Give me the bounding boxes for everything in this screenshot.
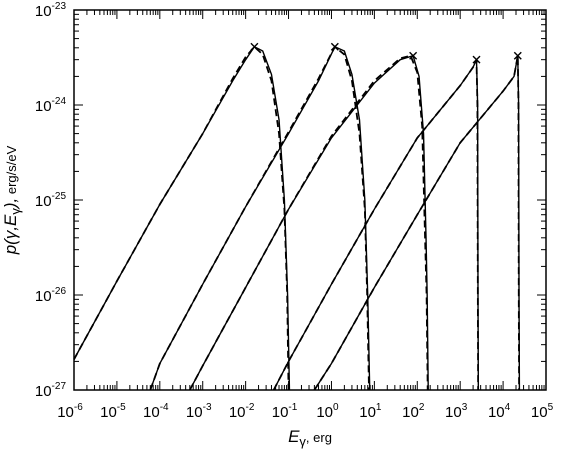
curve-solid-1	[73, 45, 291, 391]
x-tick-label: 10-5	[100, 402, 126, 421]
y-axis-title: p(γ,Eγ), erg/s/eV	[1, 145, 23, 255]
plot-frame	[73, 9, 547, 391]
y-tick-label: 10-25	[35, 191, 67, 210]
curve-solid-4	[273, 59, 480, 391]
y-tick-label: 10-26	[35, 286, 67, 305]
x-tick-label: 10-6	[57, 402, 83, 421]
x-tick-label: 10-1	[272, 402, 298, 421]
curve-dashed-5	[313, 55, 520, 391]
x-tick-labels: 10-6 10-5 10-4 10-3 10-2 10-1 100 101 102 103 104 1…	[57, 402, 553, 421]
peak-marker-1	[250, 42, 259, 51]
peak-markers	[250, 42, 522, 64]
y-tick-label: 10-27	[35, 381, 67, 400]
peak-marker-3	[409, 51, 418, 60]
curve-solid-2	[149, 45, 371, 391]
x-tick-label: 105	[531, 402, 554, 421]
x-tick-label: 104	[488, 402, 511, 421]
y-tick-label: 10-23	[35, 1, 67, 20]
x-tick-label: 10-3	[186, 402, 212, 421]
x-tick-label: 100	[316, 402, 339, 421]
x-axis-title: Eγ, erg	[288, 427, 332, 449]
curve-dashed-4	[272, 59, 480, 391]
peak-marker-4	[472, 55, 481, 64]
x-tick-label: 10-4	[143, 402, 169, 421]
peak-marker-2	[330, 42, 339, 51]
axis-ticks	[73, 10, 546, 391]
curve-solid-3	[189, 54, 429, 391]
x-tick-label: 102	[402, 402, 425, 421]
x-tick-label: 101	[359, 402, 382, 421]
x-tick-label: 103	[445, 402, 468, 421]
curves	[73, 45, 521, 391]
y-tick-labels: 10-27 10-26 10-25 10-24 10-23	[35, 1, 67, 400]
x-tick-label: 10-2	[229, 402, 255, 421]
y-tick-label: 10-24	[35, 96, 67, 115]
peak-marker-5	[513, 51, 522, 60]
curve-dashed-3	[189, 54, 429, 391]
curve-dashed-2	[149, 45, 370, 391]
curve-dashed-1	[73, 45, 290, 391]
